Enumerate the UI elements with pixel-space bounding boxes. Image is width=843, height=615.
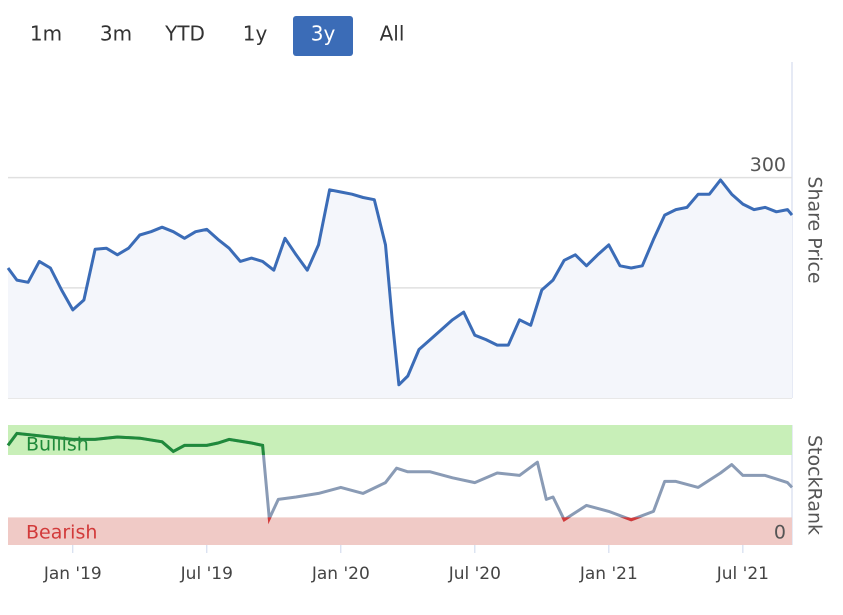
line-highlight	[6, 431, 265, 455]
x-tick-label: Jan '20	[311, 564, 370, 584]
y-axis-label: StockRank	[804, 435, 826, 535]
range-button[interactable]: 3m	[100, 22, 132, 46]
x-tick-label: Jul '21	[716, 564, 769, 584]
button-label: All	[380, 22, 405, 46]
button-label: 1m	[30, 22, 62, 46]
x-tick-label: Jan '21	[579, 564, 638, 584]
button-label: 3m	[100, 22, 132, 46]
line	[6, 178, 794, 387]
range-button[interactable]: YTD	[164, 22, 205, 46]
button-label: 1y	[243, 22, 268, 46]
x-tick-label: Jul '19	[180, 564, 233, 584]
y-tick-label: 300	[750, 154, 786, 176]
band	[8, 517, 792, 545]
y-axis-label: Share Price	[804, 176, 826, 283]
area	[8, 179, 792, 398]
range-button[interactable]: 3y	[293, 16, 353, 56]
band	[8, 425, 792, 455]
y-tick-label: 0	[774, 522, 786, 544]
x-tick-label: Jul '20	[448, 564, 501, 584]
range-button[interactable]: 1m	[30, 22, 62, 46]
band-label: Bearish	[26, 522, 97, 544]
range-button[interactable]: 1y	[243, 22, 268, 46]
range-button[interactable]: All	[380, 22, 405, 46]
button-bg	[293, 16, 353, 56]
button-label: YTD	[164, 22, 205, 46]
x-tick-label: Jan '19	[43, 564, 102, 584]
button-label: 3y	[311, 22, 336, 46]
